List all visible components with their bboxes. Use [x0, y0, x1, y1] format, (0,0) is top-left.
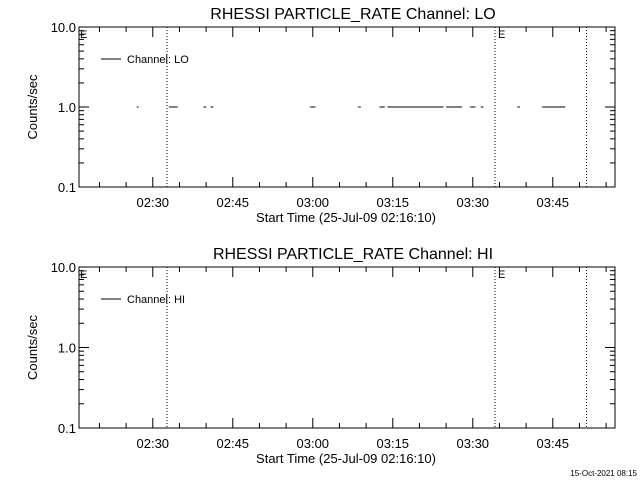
chart-2-title: RHESSI PARTICLE_RATE Channel: HI	[213, 246, 493, 263]
chart-1-x-tick-label: 03:15	[377, 195, 410, 210]
chart-1-panel: RHESSI PARTICLE_RATE Channel: LO 0.1 1.0 10…	[25, 6, 616, 225]
chart-1-y-tick-label: 1.0	[58, 100, 76, 115]
chart-1-y-tick-label: 0.1	[58, 180, 76, 195]
chart-2-plot-frame	[78, 266, 616, 429]
chart-1-event-marker-label: E	[498, 29, 505, 41]
chart-2-y-tick-label: 0.1	[58, 421, 76, 436]
chart-1-corner-label: E	[80, 29, 87, 41]
chart-2-y-tick-label: 10.0	[51, 260, 76, 275]
chart-2-x-axis-label: Start Time (25-Jul-09 02:16:10)	[256, 451, 436, 466]
chart-1-x-tick-label: 02:30	[137, 195, 170, 210]
chart-1-legend-label: Channel: LO	[127, 54, 189, 66]
chart-1-x-tick-label: 03:30	[457, 195, 490, 210]
chart-2-corner-label: E	[80, 269, 87, 281]
chart-1-title: RHESSI PARTICLE_RATE Channel: LO	[210, 6, 495, 23]
chart-2-x-tick-label: 03:00	[297, 436, 330, 451]
chart-1-x-axis-label: Start Time (25-Jul-09 02:16:10)	[256, 210, 436, 225]
chart-1-plot-frame	[78, 26, 616, 188]
chart-2-y-axis-label: Counts/sec	[25, 314, 40, 380]
chart-2-x-tick-label: 02:45	[217, 436, 250, 451]
chart-2-y-tick-label: 1.0	[58, 341, 76, 356]
chart-2-panel: RHESSI PARTICLE_RATE Channel: HI 0.1 1.0 10…	[25, 246, 616, 466]
chart-1-x-tick-label: 03:00	[297, 195, 330, 210]
chart-2-x-tick-label: 02:30	[137, 436, 170, 451]
chart-2-x-tick-label: 03:30	[457, 436, 490, 451]
chart-1-y-axis-label: Counts/sec	[25, 74, 40, 140]
chart-2-event-marker-label: E	[498, 269, 505, 281]
chart-2-x-tick-label: 03:15	[377, 436, 410, 451]
chart-2-x-tick-label: 03:45	[537, 436, 570, 451]
chart-1-y-tick-label: 10.0	[51, 20, 76, 35]
footer-timestamp: 15-Oct-2021 08:15	[570, 469, 637, 478]
chart-1-x-tick-label: 02:45	[217, 195, 250, 210]
chart-1-x-tick-label: 03:45	[537, 195, 570, 210]
chart-2-legend-label: Channel: HI	[127, 294, 185, 306]
